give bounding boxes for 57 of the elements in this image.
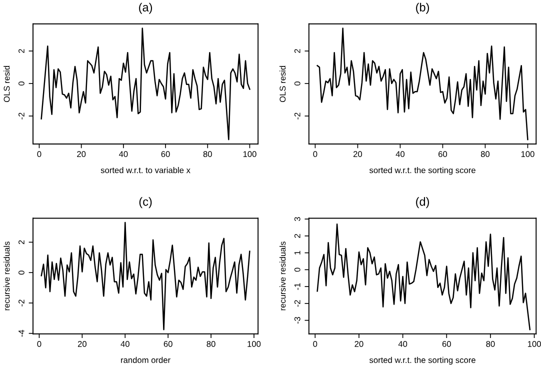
x-axis-title: random order	[121, 356, 170, 363]
x-axis-title: sorted w.r.t. the sorting score	[369, 356, 476, 365]
x-tick-label: 0	[313, 151, 318, 158]
y-tick-label: -2	[18, 300, 24, 306]
x-tick-label: 20	[353, 151, 362, 158]
x-tick-label: 40	[118, 151, 128, 158]
x-tick-label: 80	[206, 341, 216, 347]
y-tick-label: -1	[294, 283, 300, 290]
y-axis-title: OLS resid	[4, 66, 10, 102]
chart-title: (a)	[139, 2, 152, 14]
line-series	[316, 223, 531, 330]
x-tick-label: 40	[398, 341, 408, 347]
x-tick-label: 60	[442, 341, 451, 347]
line-series	[316, 28, 528, 140]
y-tick-label: -2	[294, 300, 300, 307]
y-tick-label: 2	[18, 240, 24, 244]
y-tick-label: 1	[294, 250, 300, 254]
y-tick-label: 2	[294, 49, 300, 53]
x-tick-label: 40	[120, 341, 130, 347]
x-tick-label: 100	[528, 341, 541, 347]
x-tick-label: 80	[486, 341, 495, 347]
line-series	[40, 222, 250, 330]
chart-title: (c)	[139, 197, 152, 208]
x-tick-label: 100	[248, 341, 261, 347]
y-tick-label: 2	[18, 49, 24, 53]
y-tick-label: 2	[294, 234, 300, 238]
chart-title: (d)	[416, 197, 430, 208]
line-series	[40, 28, 250, 140]
y-tick-label: 0	[294, 268, 300, 272]
x-tick-label: 100	[521, 151, 534, 158]
y-tick-label: -2	[18, 112, 24, 120]
x-tick-label: 0	[313, 341, 318, 347]
x-tick-label: 20	[78, 341, 86, 347]
y-tick-label: -4	[18, 330, 24, 337]
y-tick-label: 0	[18, 270, 24, 275]
x-tick-label: 0	[37, 341, 42, 347]
y-axis-title: recursive residuals	[4, 242, 10, 310]
x-tick-label: 20	[77, 151, 86, 158]
y-tick-label: 3	[294, 217, 300, 222]
y-tick-label: 0	[294, 82, 300, 86]
chart-title: (b)	[416, 2, 430, 14]
y-tick-label: -3	[294, 316, 300, 324]
y-axis-title: OLS resid	[279, 66, 286, 102]
x-tick-label: 20	[354, 341, 364, 347]
x-tick-label: 60	[161, 151, 170, 158]
x-axis-title: sorted w.r.t. to variable x	[100, 167, 190, 174]
x-tick-label: 80	[480, 151, 490, 158]
x-tick-label: 60	[164, 341, 172, 347]
x-tick-label: 60	[438, 151, 448, 158]
y-tick-label: 0	[18, 82, 24, 86]
x-axis-title: sorted w.r.t. the sorting score	[369, 167, 476, 175]
x-tick-label: 40	[396, 151, 405, 158]
x-tick-label: 100	[243, 151, 256, 158]
y-axis-title: recursive residuals	[279, 242, 286, 310]
x-tick-label: 0	[37, 151, 42, 158]
x-tick-label: 80	[203, 151, 212, 158]
y-tick-label: -2	[294, 112, 300, 120]
